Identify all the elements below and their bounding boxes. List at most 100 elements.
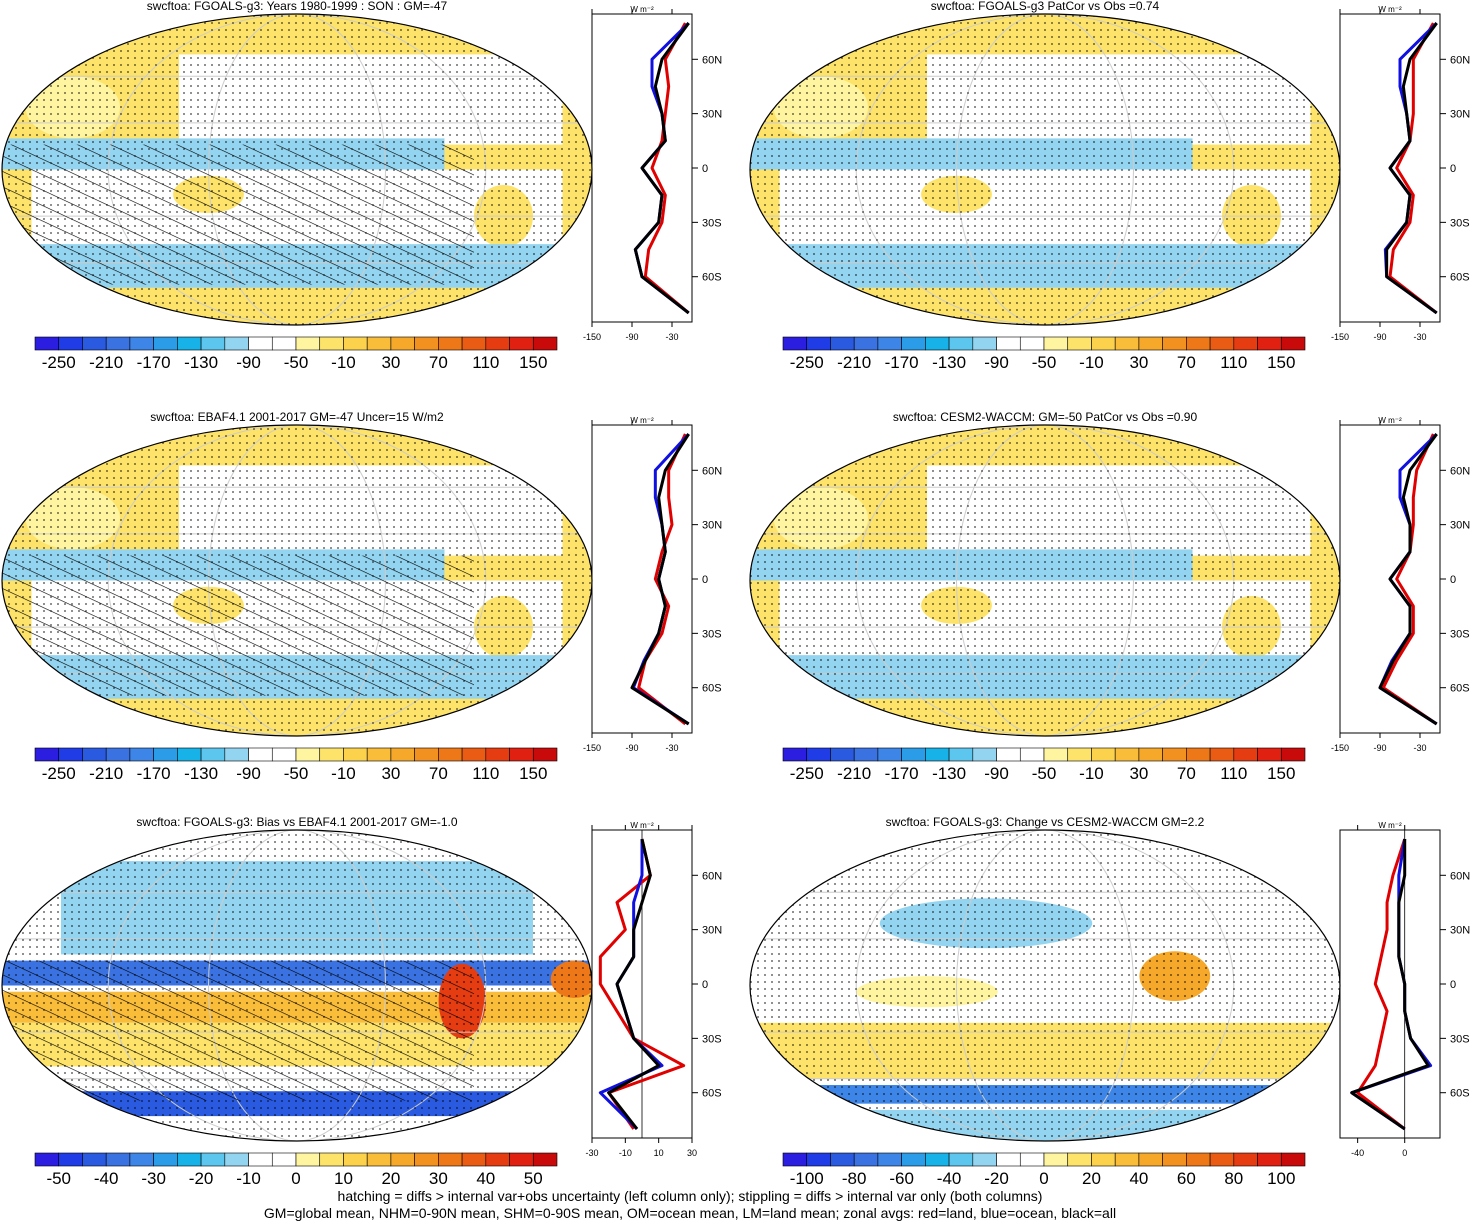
colorbar-box bbox=[806, 336, 831, 351]
map-title: swcftoa: FGOALS-g3: Change vs CESM2-WACC… bbox=[886, 815, 1205, 829]
colorbar-box bbox=[901, 1152, 926, 1167]
colorbar-box bbox=[1280, 1152, 1306, 1167]
colorbar-box bbox=[200, 747, 226, 762]
colorbar-box bbox=[58, 336, 83, 351]
colorbar-label: 150 bbox=[519, 353, 547, 372]
colorbar-box bbox=[532, 336, 558, 351]
colorbar-box bbox=[853, 1152, 879, 1167]
colorbar-box bbox=[806, 1152, 831, 1167]
colorbar-box bbox=[129, 336, 154, 351]
x-tick-label: -40 bbox=[1351, 1148, 1364, 1158]
y-tick-label: 30N bbox=[1450, 109, 1470, 121]
colorbar-box bbox=[996, 1152, 1021, 1167]
y-tick-label: 0 bbox=[1450, 574, 1456, 586]
y-tick-label: 0 bbox=[702, 979, 708, 991]
colorbar-box bbox=[271, 747, 297, 762]
colorbar-box bbox=[1138, 1152, 1163, 1167]
colorbar-box bbox=[532, 747, 558, 762]
colorbar-label: 40 bbox=[1129, 1169, 1148, 1188]
hatching bbox=[2, 144, 474, 285]
colorbar-box bbox=[177, 1152, 202, 1167]
colorbar-box bbox=[1067, 1152, 1092, 1167]
colorbar-label: 30 bbox=[1129, 764, 1148, 783]
colorbar-label: -30 bbox=[141, 1169, 166, 1188]
y-tick-label: 0 bbox=[702, 574, 708, 586]
colorbar-label: -170 bbox=[885, 353, 919, 372]
colorbar-box bbox=[153, 336, 178, 351]
colorbar-box bbox=[1091, 336, 1116, 351]
colorbar-box bbox=[1019, 1152, 1045, 1167]
colorbar-label: -20 bbox=[189, 1169, 214, 1188]
colorbar-box bbox=[925, 336, 950, 351]
axis-unit: W m⁻² bbox=[630, 416, 654, 425]
colorbar-label: -50 bbox=[46, 1169, 71, 1188]
colorbar-box bbox=[1209, 747, 1235, 762]
y-tick-label: 30S bbox=[1450, 628, 1470, 640]
colorbar-label: -50 bbox=[1032, 353, 1057, 372]
y-tick-label: 30N bbox=[702, 109, 722, 121]
colorbar-label: -50 bbox=[1032, 764, 1057, 783]
colorbar-box bbox=[343, 336, 368, 351]
colorbar-label: 0 bbox=[1039, 1169, 1048, 1188]
colorbar-box bbox=[34, 747, 60, 762]
x-tick-label: -30 bbox=[1413, 332, 1426, 342]
y-tick-label: 30N bbox=[702, 925, 722, 937]
colorbar-box bbox=[414, 336, 439, 351]
colorbar-box bbox=[972, 747, 997, 762]
colorbar-box bbox=[319, 747, 344, 762]
y-tick-label: 60N bbox=[702, 870, 722, 882]
colorbar-label: -90 bbox=[984, 353, 1009, 372]
colorbar-box bbox=[82, 747, 107, 762]
x-tick-label: -30 bbox=[665, 332, 678, 342]
colorbar-box bbox=[1257, 336, 1282, 351]
map-title: swcftoa: CESM2-WACCM: GM=-50 PatCor vs O… bbox=[893, 410, 1198, 424]
colorbar-box bbox=[1280, 747, 1306, 762]
x-tick-label: -90 bbox=[1373, 332, 1386, 342]
x-tick-label: -90 bbox=[625, 743, 638, 753]
colorbar-box bbox=[1233, 1152, 1258, 1167]
y-tick-label: 0 bbox=[1450, 163, 1456, 175]
colorbar-label: 70 bbox=[429, 764, 448, 783]
colorbar-label: -250 bbox=[42, 353, 76, 372]
map bbox=[2, 14, 592, 325]
colorbar-label: -90 bbox=[984, 764, 1009, 783]
colorbar-box bbox=[390, 336, 415, 351]
colorbar-box bbox=[295, 747, 321, 762]
colorbar-label: -10 bbox=[236, 1169, 261, 1188]
colorbar-label: -80 bbox=[842, 1169, 867, 1188]
colorbar-box bbox=[485, 747, 510, 762]
colorbar-box bbox=[830, 336, 855, 351]
x-tick-label: 10 bbox=[654, 1148, 664, 1158]
stippling bbox=[750, 830, 1340, 1141]
colorbar-box bbox=[853, 336, 879, 351]
x-tick-label: -90 bbox=[1373, 743, 1386, 753]
colorbar-box bbox=[830, 747, 855, 762]
colorbar-box bbox=[1257, 747, 1282, 762]
colorbar-label: -10 bbox=[331, 353, 356, 372]
zonal-line bbox=[598, 838, 686, 1130]
colorbar-label: -130 bbox=[184, 764, 218, 783]
colorbar-box bbox=[509, 747, 534, 762]
y-tick-label: 30N bbox=[1450, 520, 1470, 532]
zonal-line bbox=[630, 433, 690, 726]
colorbar-box bbox=[319, 1152, 344, 1167]
colorbar-box bbox=[806, 747, 831, 762]
zonal-line bbox=[1378, 433, 1438, 726]
axis-unit: W m⁻² bbox=[1378, 821, 1402, 830]
colorbar-label: 110 bbox=[472, 764, 499, 783]
colorbar-box bbox=[82, 336, 107, 351]
colorbar-label: 40 bbox=[476, 1169, 495, 1188]
colorbar-label: 30 bbox=[381, 353, 400, 372]
x-tick-label: -30 bbox=[665, 743, 678, 753]
y-tick-label: 30S bbox=[702, 628, 722, 640]
x-tick-label: -10 bbox=[619, 1148, 632, 1158]
colorbar-box bbox=[319, 336, 344, 351]
colorbar-label: -50 bbox=[284, 764, 309, 783]
colorbar-box bbox=[1280, 336, 1306, 351]
axis-unit: W m⁻² bbox=[630, 821, 654, 830]
colorbar-box bbox=[461, 747, 487, 762]
zonal-line bbox=[1350, 839, 1430, 1131]
colorbar-box bbox=[1091, 1152, 1116, 1167]
colorbar-box bbox=[996, 336, 1021, 351]
colorbar-box bbox=[271, 1152, 297, 1167]
